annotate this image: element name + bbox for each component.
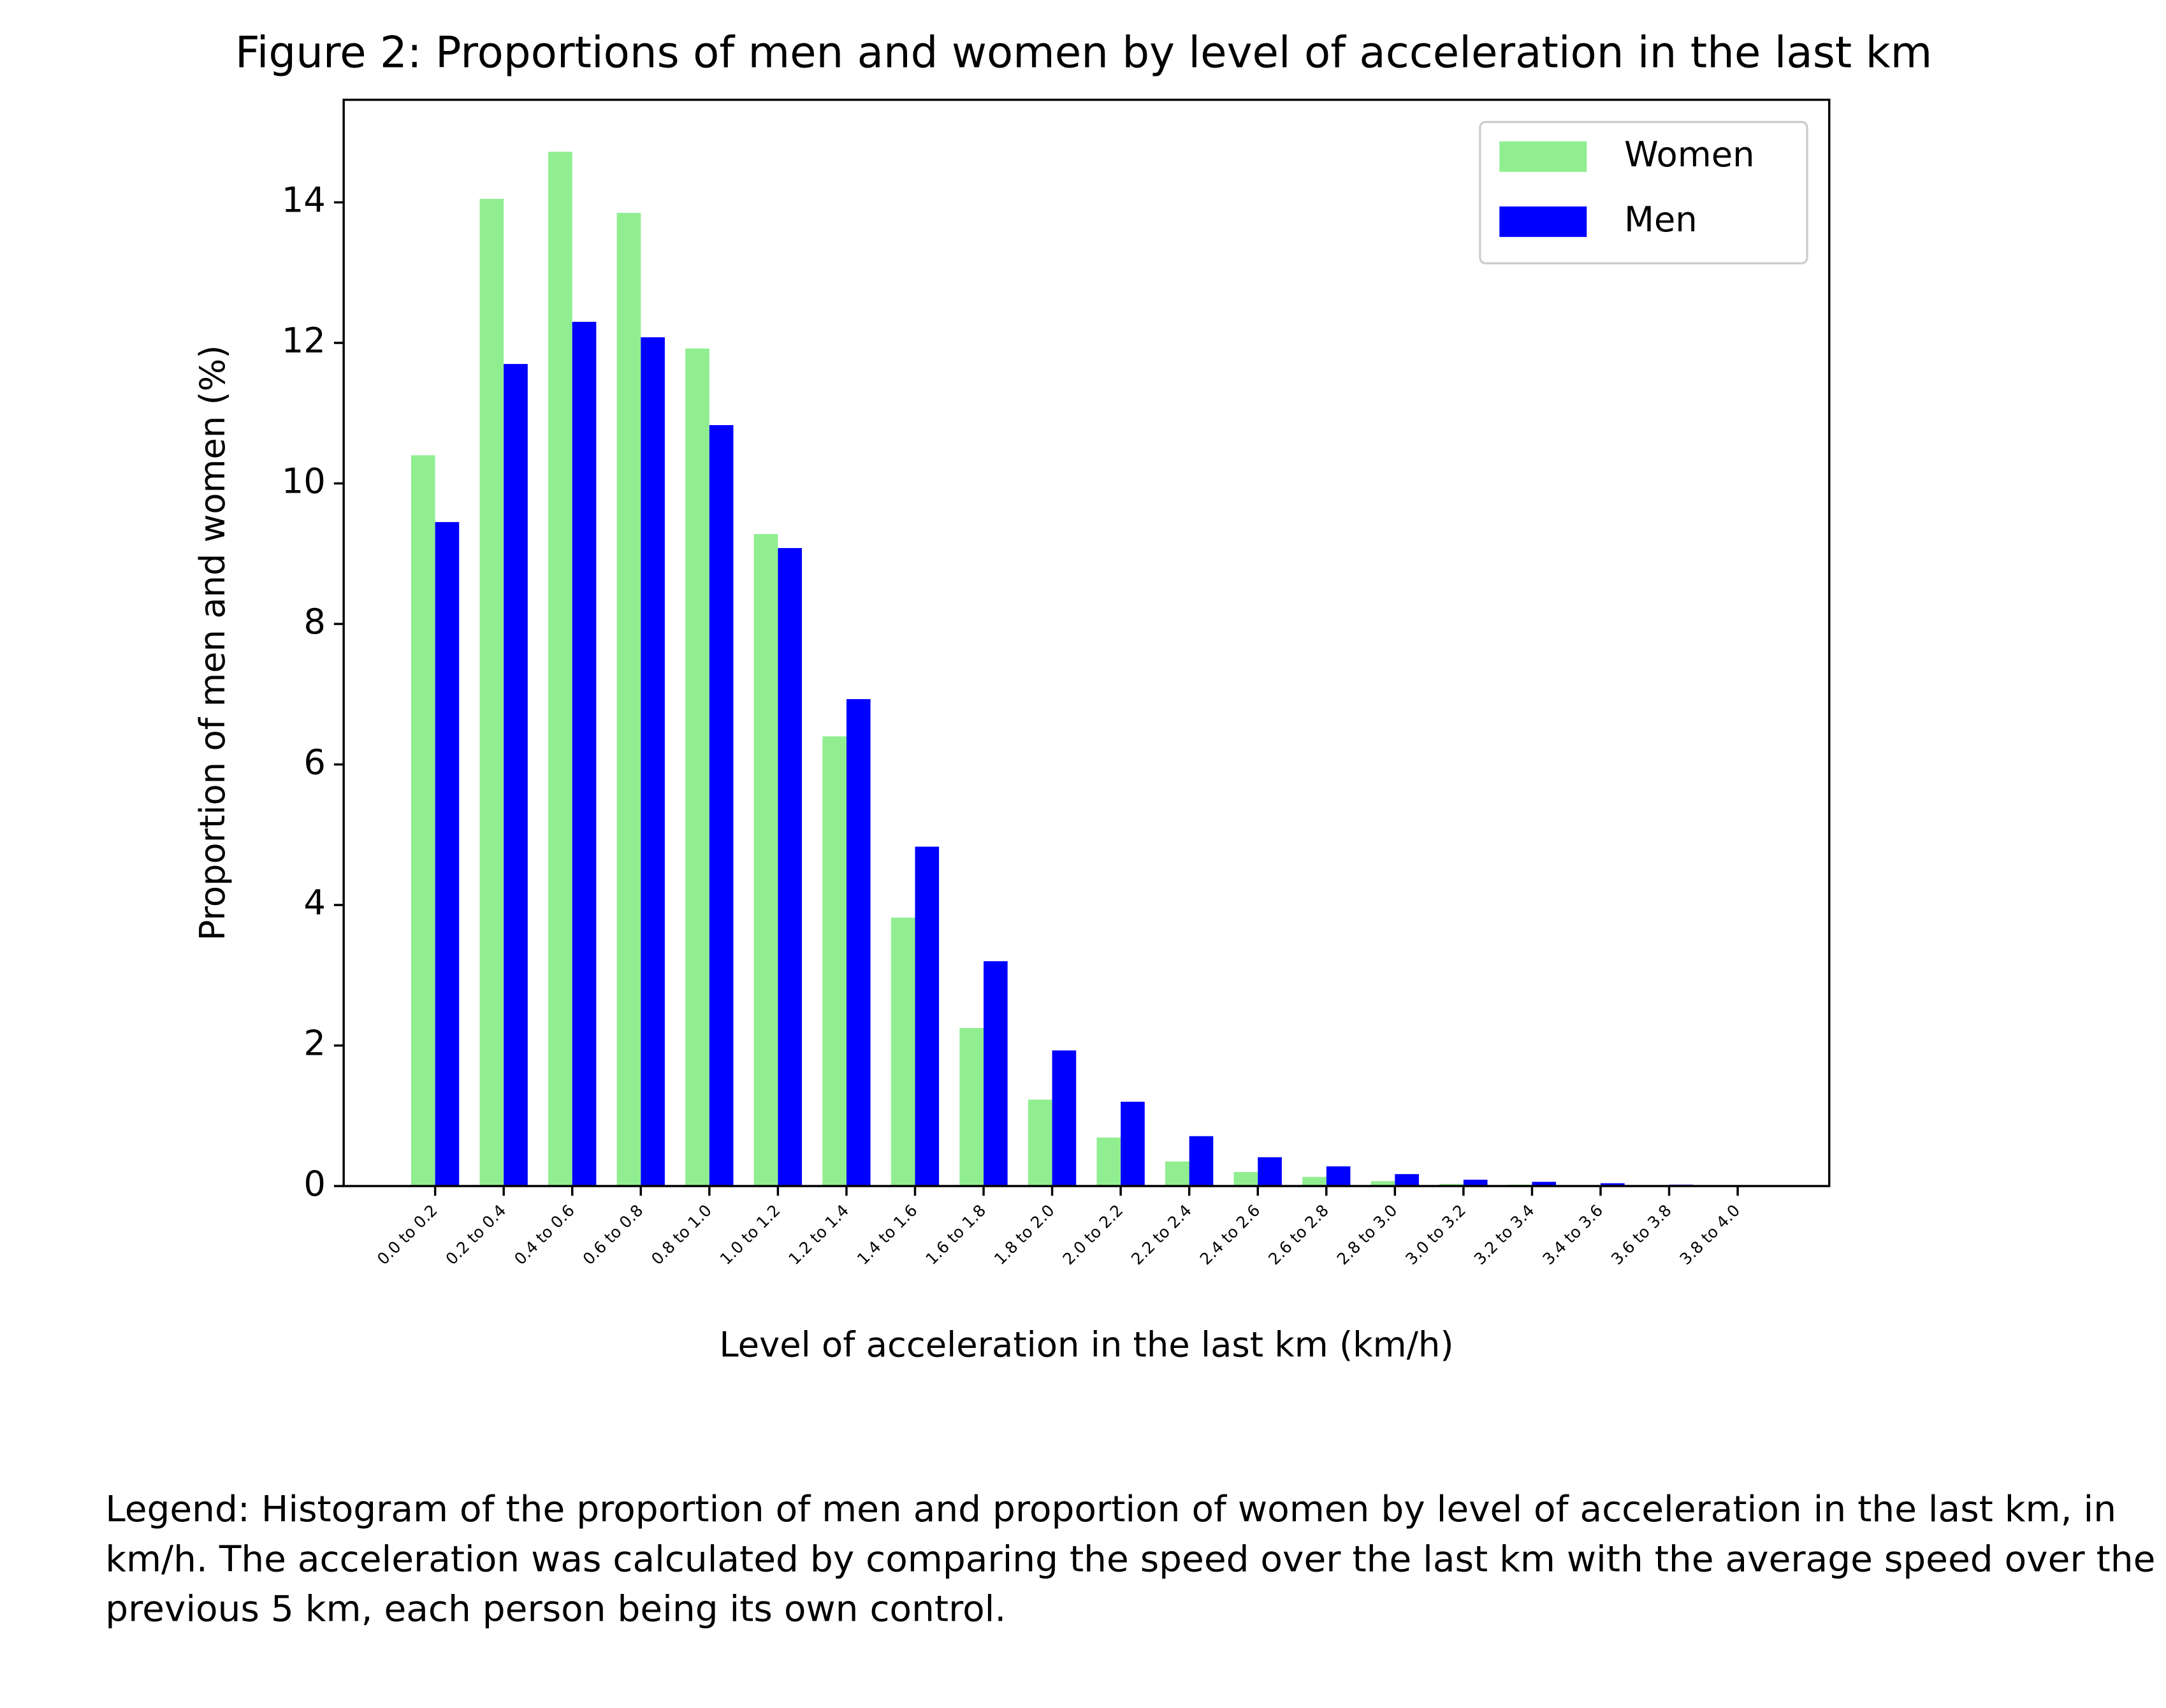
bar [411, 455, 435, 1187]
x-axis-label: Level of acceleration in the last km (km… [719, 1324, 1453, 1364]
bar [778, 547, 803, 1187]
bar [1463, 1180, 1488, 1187]
bar [1326, 1166, 1351, 1187]
y-tick-label: 2 [303, 1024, 326, 1064]
bar [959, 1027, 984, 1187]
caption-box: Legend: Histogram of the proportion of m… [105, 1489, 2156, 1631]
y-tick-label: 14 [282, 180, 326, 221]
bar [1600, 1183, 1625, 1187]
legend-swatch [1499, 141, 1587, 172]
bar [1395, 1174, 1419, 1187]
bar [548, 152, 572, 1187]
y-tick-label: 8 [303, 602, 326, 642]
bar [641, 337, 665, 1187]
bar [1258, 1157, 1282, 1187]
bar [1096, 1137, 1121, 1187]
axes-frame [342, 98, 1831, 1187]
bar [1532, 1182, 1557, 1187]
bar [616, 213, 641, 1187]
y-tick-label: 4 [303, 883, 326, 923]
bar [685, 348, 709, 1187]
bar [1028, 1099, 1052, 1187]
bar [890, 917, 915, 1187]
bar [709, 425, 734, 1187]
bar [984, 961, 1008, 1187]
caption: Legend: Histogram of the proportion of m… [105, 1489, 2156, 1631]
bar [572, 321, 597, 1187]
bar [822, 736, 847, 1187]
y-tick-label: 12 [282, 321, 326, 361]
bar [1189, 1136, 1214, 1187]
bar [435, 522, 460, 1187]
bar [479, 199, 504, 1187]
bar [753, 533, 778, 1187]
bar [1302, 1176, 1326, 1187]
y-tick-label: 6 [303, 742, 326, 783]
bar [504, 364, 528, 1187]
bar [1370, 1181, 1395, 1187]
bar [846, 698, 871, 1187]
y-tick-label: 10 [282, 461, 326, 502]
legend-label: Men [1624, 199, 1697, 240]
bar [1165, 1161, 1189, 1187]
bar [1233, 1171, 1258, 1187]
y-tick-label: 0 [303, 1164, 326, 1204]
bar [915, 846, 940, 1187]
legend-swatch [1499, 206, 1587, 237]
bar [1052, 1050, 1077, 1187]
y-axis-label: Proportion of men and women (%) [193, 345, 233, 941]
bar [1121, 1101, 1145, 1187]
legend-label: Women [1624, 134, 1755, 175]
chart-title: Figure 2: Proportions of men and women b… [235, 27, 1932, 78]
